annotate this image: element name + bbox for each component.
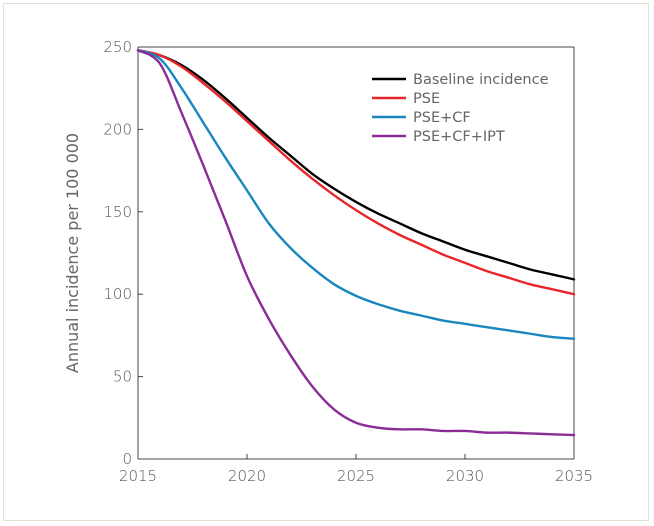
series-line-pse xyxy=(136,49,576,296)
legend-label-pse-cf: PSE+CF xyxy=(413,110,471,126)
series-line-baseline-incidence xyxy=(136,49,576,281)
x-tick-label: 2030 xyxy=(446,467,484,485)
series-line-pse-cf xyxy=(136,49,576,340)
series-line-pse-cf-ipt xyxy=(136,49,576,437)
x-tick-label: 2015 xyxy=(119,467,157,485)
y-axis-label: Annual incidence per 100 000 xyxy=(63,133,82,373)
y-tick-label: 200 xyxy=(103,120,132,138)
x-tick-label: 2025 xyxy=(337,467,375,485)
x-tick-group: 2015 2020 2025 2030 2035 xyxy=(119,454,593,485)
x-tick-label: 2035 xyxy=(555,467,593,485)
legend-label-pse: PSE xyxy=(413,91,440,107)
legend-label-pse-cf-ipt: PSE+CF+IPT xyxy=(413,129,505,145)
y-tick-label: 150 xyxy=(103,203,132,221)
y-tick-label: 50 xyxy=(113,368,132,386)
y-tick-group: 0 50 100 150 200 250 xyxy=(103,38,143,468)
plot-area: 2015 2020 2025 2030 2035 0 50 100 150 200 250 xyxy=(103,38,593,485)
y-tick-label: 250 xyxy=(103,38,132,56)
y-tick-label: 0 xyxy=(122,450,132,468)
legend: Baseline incidence PSE PSE+CF PSE+CF+IPT xyxy=(372,72,549,145)
x-tick-label: 2020 xyxy=(228,467,266,485)
series-lines xyxy=(136,49,576,437)
y-tick-label: 100 xyxy=(103,285,132,303)
legend-label-baseline-incidence: Baseline incidence xyxy=(413,72,549,88)
